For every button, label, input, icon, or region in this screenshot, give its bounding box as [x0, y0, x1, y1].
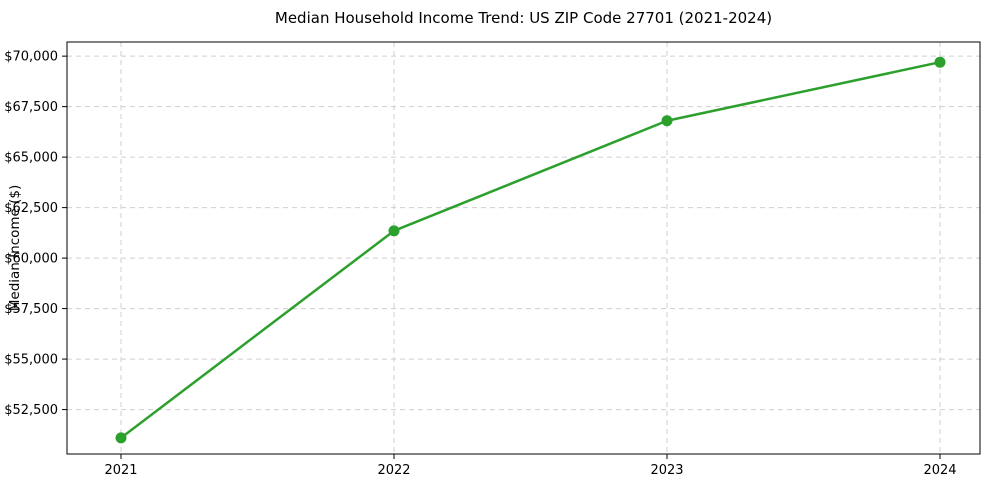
axis-frame: [66, 41, 981, 455]
income-trend-line: [119, 60, 942, 440]
y-tick-label: $70,000: [4, 50, 58, 65]
data-point-2021: [115, 432, 127, 444]
y-tick-label: $65,000: [4, 151, 58, 166]
y-tick-label: $57,500: [4, 302, 58, 317]
x-tick-label: 2023: [650, 463, 683, 478]
data-point-2024: [934, 56, 946, 68]
y-tick-label: $60,000: [4, 252, 58, 267]
y-tick-label: $67,500: [4, 100, 58, 115]
x-tick-label: 2022: [377, 463, 410, 478]
chart-title: Median Household Income Trend: US ZIP Co…: [274, 9, 773, 27]
y-tick-label: $52,500: [4, 403, 58, 418]
y-tick-label: $55,000: [4, 353, 58, 368]
y-tick-label: $62,500: [4, 201, 58, 216]
x-tick-label: 2021: [104, 463, 137, 478]
data-point-2022: [388, 225, 400, 237]
x-tick-label: 2024: [923, 463, 956, 478]
data-point-2023: [661, 115, 673, 127]
